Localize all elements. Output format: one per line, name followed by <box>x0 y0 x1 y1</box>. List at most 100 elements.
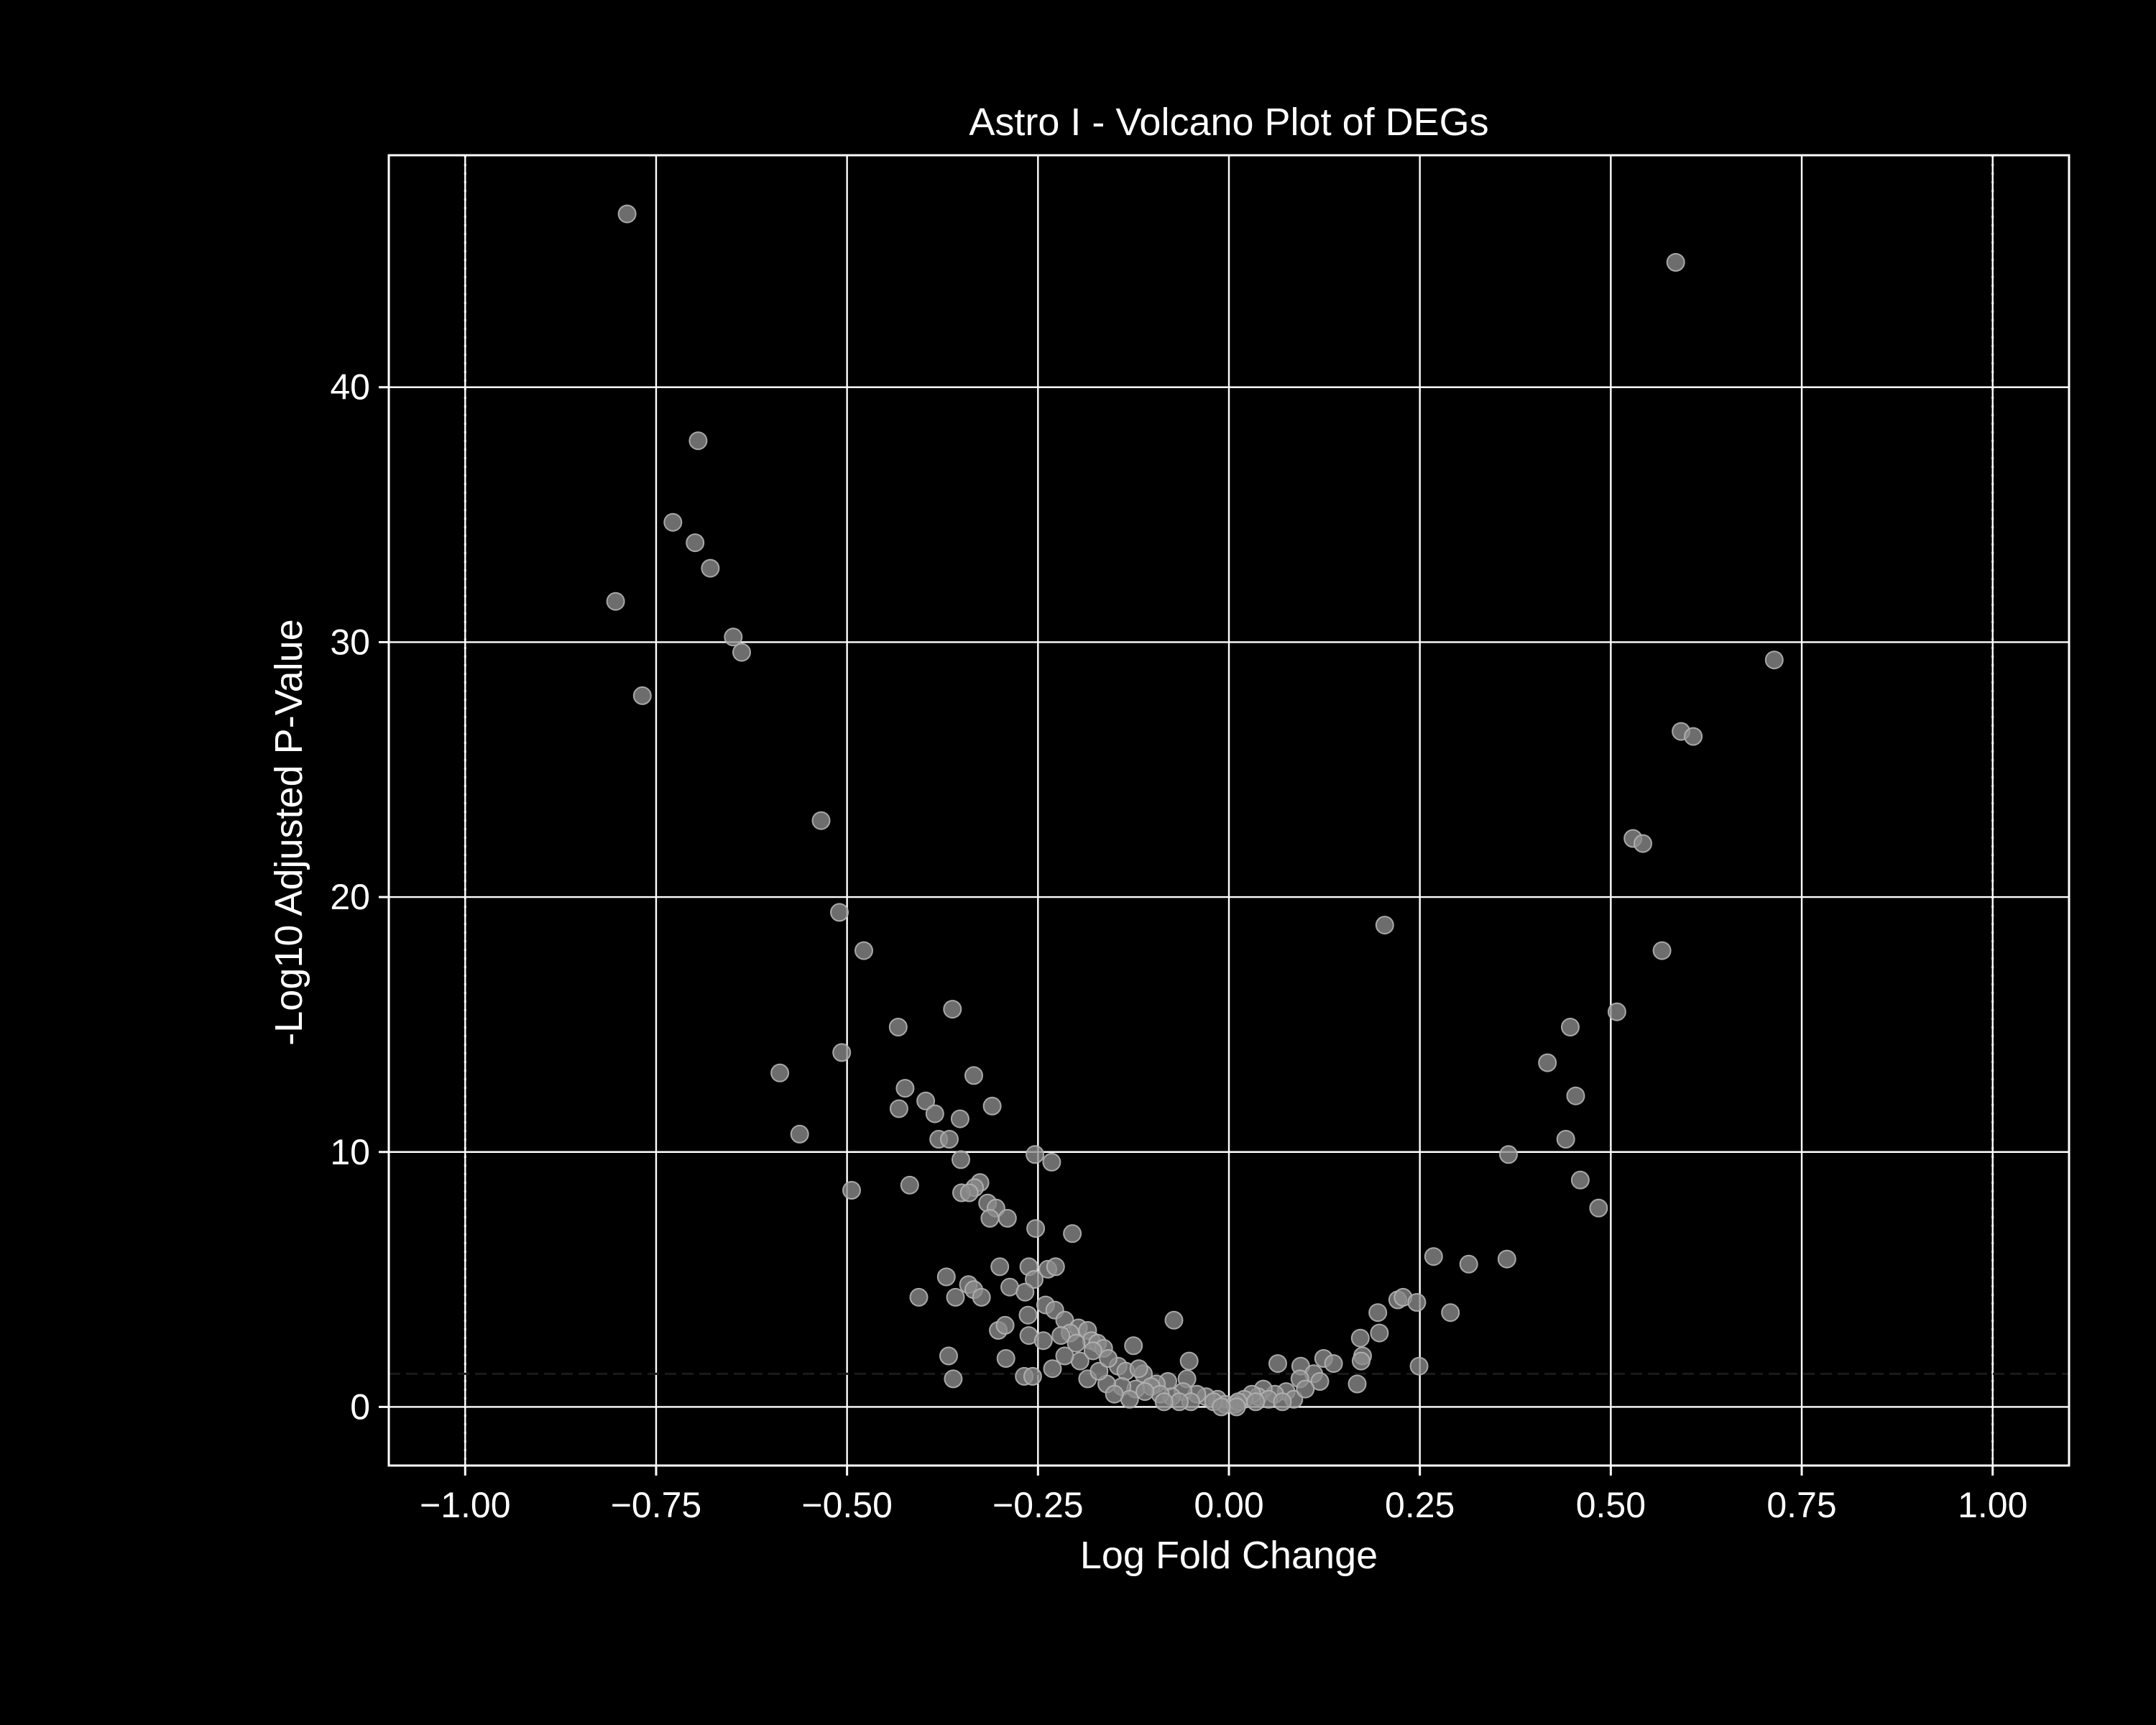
data-point-87 <box>1370 1323 1389 1343</box>
data-point-60 <box>990 1257 1010 1276</box>
x-axis-label: Log Fold Change <box>1080 1534 1378 1577</box>
data-point-155 <box>1099 1349 1118 1368</box>
x-tick-label-0: −1.00 <box>420 1485 511 1525</box>
data-point-70 <box>946 1287 965 1307</box>
data-point-75 <box>1407 1293 1427 1312</box>
data-point-154 <box>1083 1341 1102 1361</box>
data-point-147 <box>1105 1384 1124 1404</box>
data-point-82 <box>1441 1303 1460 1322</box>
data-point-39 <box>1026 1145 1045 1164</box>
data-point-59 <box>1497 1249 1516 1269</box>
data-point-105 <box>1043 1359 1062 1379</box>
data-point-13 <box>811 811 831 830</box>
data-point-29 <box>1566 1086 1585 1105</box>
data-point-102 <box>1179 1351 1199 1371</box>
y-tick-label-2: 20 <box>330 877 370 917</box>
data-point-103 <box>1409 1356 1429 1376</box>
x-tick-label-3: −0.25 <box>992 1485 1084 1525</box>
x-tick-label-2: −0.50 <box>801 1485 893 1525</box>
data-point-151 <box>1033 1331 1053 1351</box>
data-point-115 <box>1348 1374 1367 1394</box>
data-point-1 <box>1666 253 1685 272</box>
data-point-6 <box>606 592 625 611</box>
data-point-26 <box>770 1063 790 1082</box>
x-tick-label-1: −0.75 <box>611 1485 702 1525</box>
data-point-145 <box>1154 1392 1174 1412</box>
data-point-38 <box>1556 1130 1575 1149</box>
data-point-64 <box>936 1267 956 1287</box>
data-point-157 <box>1296 1379 1315 1399</box>
y-tick-label-3: 30 <box>330 622 370 662</box>
data-point-25 <box>1538 1053 1557 1072</box>
data-point-79 <box>1018 1305 1038 1325</box>
data-point-52 <box>1589 1198 1608 1218</box>
data-point-100 <box>1324 1354 1343 1374</box>
data-point-22 <box>888 1018 908 1036</box>
data-point-2 <box>688 431 708 451</box>
data-point-95 <box>939 1346 958 1366</box>
data-point-81 <box>1164 1310 1184 1330</box>
data-point-5 <box>701 558 720 578</box>
data-point-88 <box>1350 1328 1370 1348</box>
data-point-77 <box>1368 1303 1388 1322</box>
data-point-4 <box>686 533 705 553</box>
data-point-31 <box>889 1099 908 1118</box>
data-point-53 <box>998 1209 1017 1228</box>
data-point-8 <box>732 643 751 662</box>
data-point-7 <box>724 627 743 647</box>
data-point-33 <box>925 1104 944 1123</box>
data-point-9 <box>632 686 652 705</box>
data-point-56 <box>1026 1219 1046 1238</box>
data-point-156 <box>1129 1359 1148 1379</box>
data-point-96 <box>996 1349 1015 1368</box>
data-point-57 <box>1424 1247 1443 1266</box>
data-point-27 <box>964 1066 983 1085</box>
data-point-24 <box>832 1043 852 1062</box>
data-point-30 <box>916 1091 936 1110</box>
data-point-116 <box>1310 1372 1330 1391</box>
data-point-19 <box>1652 941 1672 960</box>
data-point-98 <box>1351 1351 1370 1371</box>
y-tick-label-4: 40 <box>330 367 370 408</box>
data-point-49 <box>959 1183 979 1202</box>
data-point-71 <box>909 1287 929 1307</box>
plot-area: −1.00 −0.75 −0.50 −0.25 0.00 0.25 0.50 0.75 1.00… <box>330 154 2070 1525</box>
data-point-34 <box>950 1109 969 1128</box>
data-point-23 <box>1561 1018 1580 1036</box>
data-point-20 <box>943 1000 962 1019</box>
data-point-16 <box>830 903 849 922</box>
data-point-158 <box>1246 1392 1266 1412</box>
data-point-41 <box>952 1150 970 1169</box>
y-axis-label: -Log10 Adjusted P-Value <box>267 619 310 1045</box>
data-point-94 <box>1124 1336 1143 1356</box>
data-point-17 <box>1375 916 1394 935</box>
x-tick-label-5: 0.25 <box>1385 1485 1455 1525</box>
x-tick-label-6: 0.50 <box>1576 1485 1646 1525</box>
data-point-58 <box>1459 1254 1478 1274</box>
data-point-10 <box>1764 650 1784 670</box>
data-point-62 <box>1046 1257 1065 1276</box>
data-point-159 <box>1273 1392 1292 1412</box>
data-point-37 <box>940 1130 959 1149</box>
x-tick-label-7: 0.75 <box>1766 1485 1836 1525</box>
y-tick-label-1: 10 <box>330 1132 370 1172</box>
data-point-32 <box>982 1096 1002 1116</box>
x-tick-label-4: 0.00 <box>1194 1485 1263 1525</box>
data-point-12 <box>1684 727 1703 746</box>
data-point-40 <box>1499 1145 1518 1164</box>
data-point-0 <box>617 204 637 224</box>
data-point-161 <box>1212 1397 1231 1417</box>
data-point-101 <box>1268 1354 1287 1374</box>
data-point-136 <box>1135 1382 1155 1402</box>
chart-title: Astro I - Volcano Plot of DEGs <box>969 101 1488 144</box>
data-point-42 <box>1042 1152 1061 1172</box>
data-point-54 <box>980 1209 1000 1228</box>
data-point-72 <box>1015 1282 1035 1302</box>
data-point-47 <box>842 1181 861 1200</box>
data-point-3 <box>663 512 683 532</box>
data-point-153 <box>1067 1333 1086 1353</box>
data-point-150 <box>1055 1346 1074 1366</box>
data-point-28 <box>895 1079 915 1098</box>
